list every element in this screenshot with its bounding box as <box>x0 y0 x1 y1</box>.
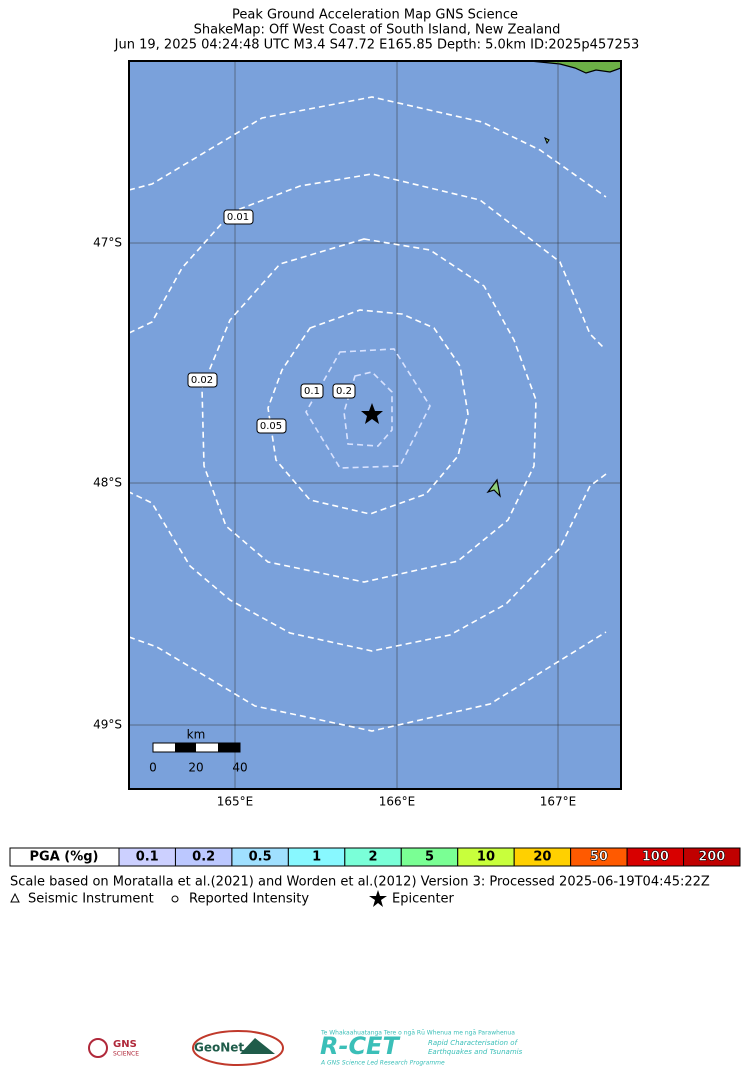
label-box <box>256 418 287 434</box>
subtitle: ShakeMap: Off West Coast of South Island… <box>194 23 561 38</box>
epicenter <box>361 403 383 424</box>
lat-label: 49°S <box>93 718 122 732</box>
pga-legend: PGA (%g) 0.1 0.2 0.5 1 2 5 10 20 50 100 200 <box>9 847 741 867</box>
ocean <box>129 61 621 789</box>
contour <box>129 173 605 349</box>
gns-mark <box>88 1038 108 1058</box>
lon-label: 165°E <box>217 795 254 809</box>
lon-label: 166°E <box>379 795 416 809</box>
scale-seg <box>175 743 196 752</box>
legend-label: 2 <box>369 850 378 865</box>
rcet-logo: R-CET <box>320 1032 400 1060</box>
contour-label: 0.01 <box>227 212 249 223</box>
map-frame <box>128 60 622 790</box>
legend-label: 10 <box>477 850 495 865</box>
label-box <box>223 209 254 225</box>
contour <box>343 371 393 447</box>
contour-label: 0.1 <box>304 386 320 397</box>
legend-label: 0.5 <box>249 850 272 865</box>
legend-label: 5 <box>425 850 434 865</box>
symbol-label: Reported Intensity <box>189 892 309 907</box>
instrument-symbol <box>10 892 20 903</box>
rcet-bottom: A GNS Science Led Research Programme <box>320 1060 445 1067</box>
contour-label: 0.2 <box>336 386 352 397</box>
legend-label: 50 <box>590 850 608 865</box>
scale-tick: 0 <box>149 761 157 775</box>
footer-note: Scale based on Moratalla et al.(2021) an… <box>10 875 710 890</box>
label-box <box>332 383 356 399</box>
geonet-mountain <box>240 1038 275 1054</box>
legend-label: 200 <box>698 850 725 865</box>
legend-label: 20 <box>533 850 551 865</box>
contour <box>267 309 469 515</box>
rcet-top: Te Whakaahuatanga Tere o ngā Rū Whenua m… <box>320 1030 515 1037</box>
scale-seg <box>218 743 240 752</box>
legend-label: 0.2 <box>192 850 215 865</box>
legend-header: PGA (%g) <box>30 850 99 865</box>
label-box <box>187 372 218 388</box>
map: 0.01 0.02 0.05 0.1 0.2 km 0 20 40 47°S 4… <box>93 60 622 809</box>
scale-bar: km 0 20 40 <box>149 728 247 775</box>
land <box>529 61 621 74</box>
contour <box>129 473 607 652</box>
islet <box>544 136 550 145</box>
contour <box>305 348 431 469</box>
lon-label: 167°E <box>540 795 577 809</box>
geonet-logo: GeoNet <box>194 1041 244 1055</box>
scale-tick: 20 <box>188 761 203 775</box>
symbol-label: Epicenter <box>392 892 455 907</box>
symbol-label: Seismic Instrument <box>28 892 154 907</box>
contour-label: 0.02 <box>191 375 213 386</box>
lat-label: 48°S <box>93 476 122 490</box>
contour-label: 0.05 <box>260 421 282 432</box>
epicenter-symbol <box>369 890 387 907</box>
legend-label: 100 <box>642 850 669 865</box>
event-info: Jun 19, 2025 04:24:48 UTC M3.4 S47.72 E1… <box>114 38 640 53</box>
logos: GNS SCIENCE GeoNet Te Whakaahuatanga Ter… <box>88 1030 523 1067</box>
rcet-sub: Earthquakes and Tsunamis <box>428 1048 523 1056</box>
contour <box>129 631 607 732</box>
lat-label: 47°S <box>93 236 122 250</box>
gns-logo: GNS <box>113 1039 137 1050</box>
island <box>486 478 501 498</box>
title: Peak Ground Acceleration Map GNS Science <box>232 8 518 23</box>
geonet-ring <box>192 1030 284 1066</box>
gns-logo-sub: SCIENCE <box>113 1051 139 1058</box>
scale-unit: km <box>187 728 206 742</box>
rcet-sub: Rapid Characterisation of <box>428 1039 519 1047</box>
contour-labels: 0.01 0.02 0.05 0.1 0.2 <box>187 209 356 434</box>
label-box <box>300 383 324 399</box>
contour <box>129 96 607 198</box>
contour <box>201 238 537 583</box>
intensity-symbol <box>171 895 179 903</box>
legend-label: 1 <box>312 850 321 865</box>
legend-label: 0.1 <box>136 850 159 865</box>
legend-cell <box>683 847 741 867</box>
scale-tick: 40 <box>232 761 247 775</box>
